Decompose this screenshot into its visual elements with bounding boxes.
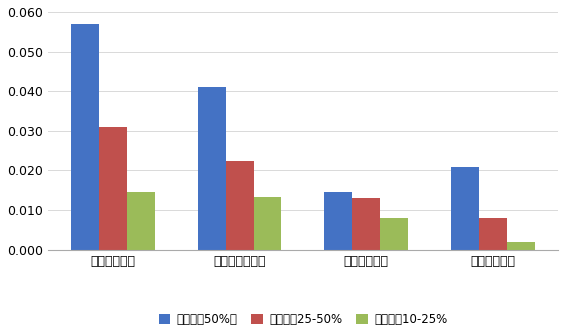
Bar [225,161,254,250]
Bar [451,166,479,250]
Bar [324,192,353,250]
Bar [99,127,127,250]
Legend: 外資比率50%超, 外資比甁25-50%, 外資比甁10-25%: 外資比率50%超, 外資比甁25-50%, 外資比甁10-25% [154,308,452,330]
Bar [71,24,99,250]
Bar [380,218,408,250]
Bar [353,198,380,250]
Bar [479,218,507,250]
Bar [127,192,155,250]
Bar [198,87,225,250]
Bar [507,242,535,250]
Bar [254,197,281,250]
